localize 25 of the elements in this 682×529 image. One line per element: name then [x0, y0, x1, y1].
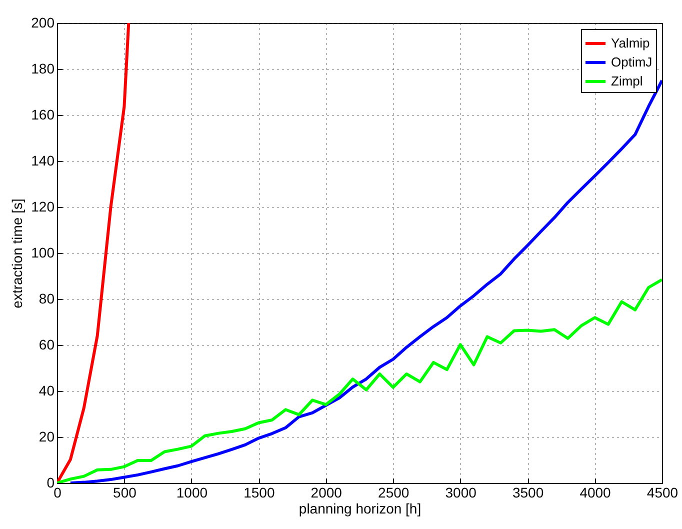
- y-tick-label: 100: [31, 244, 55, 260]
- legend-label: OptimJ: [611, 54, 652, 70]
- legend-label: Zimpl: [611, 74, 643, 88]
- x-tick-label: 3000: [445, 484, 477, 500]
- y-tick-label: 180: [31, 60, 55, 76]
- x-tick-label: 4500: [646, 484, 678, 500]
- y-axis-title: extraction time [s]: [9, 198, 26, 308]
- y-tick-label: 140: [31, 152, 55, 168]
- y-tick-label: 120: [31, 198, 55, 214]
- y-tick-label: 0: [46, 474, 55, 490]
- y-tick-label: 20: [38, 428, 55, 444]
- x-tick-label: 1000: [176, 484, 208, 500]
- y-tick-label: 200: [31, 14, 55, 30]
- y-tick-label: 160: [31, 106, 55, 122]
- x-axis-title: planning horizon [h]: [298, 500, 422, 516]
- legend-label: Yalmip: [611, 36, 650, 50]
- x-tick-label: 2500: [378, 484, 410, 500]
- y-tick-label: 80: [38, 290, 55, 306]
- x-tick-label: 3500: [512, 484, 544, 500]
- x-tick-label: 500: [113, 484, 137, 500]
- y-tick-label: 60: [38, 336, 55, 352]
- x-tick-label: 1500: [244, 484, 275, 500]
- x-tick-label: 2000: [310, 484, 342, 500]
- x-tick-label: 4000: [580, 484, 612, 500]
- y-tick-label: 40: [38, 382, 55, 398]
